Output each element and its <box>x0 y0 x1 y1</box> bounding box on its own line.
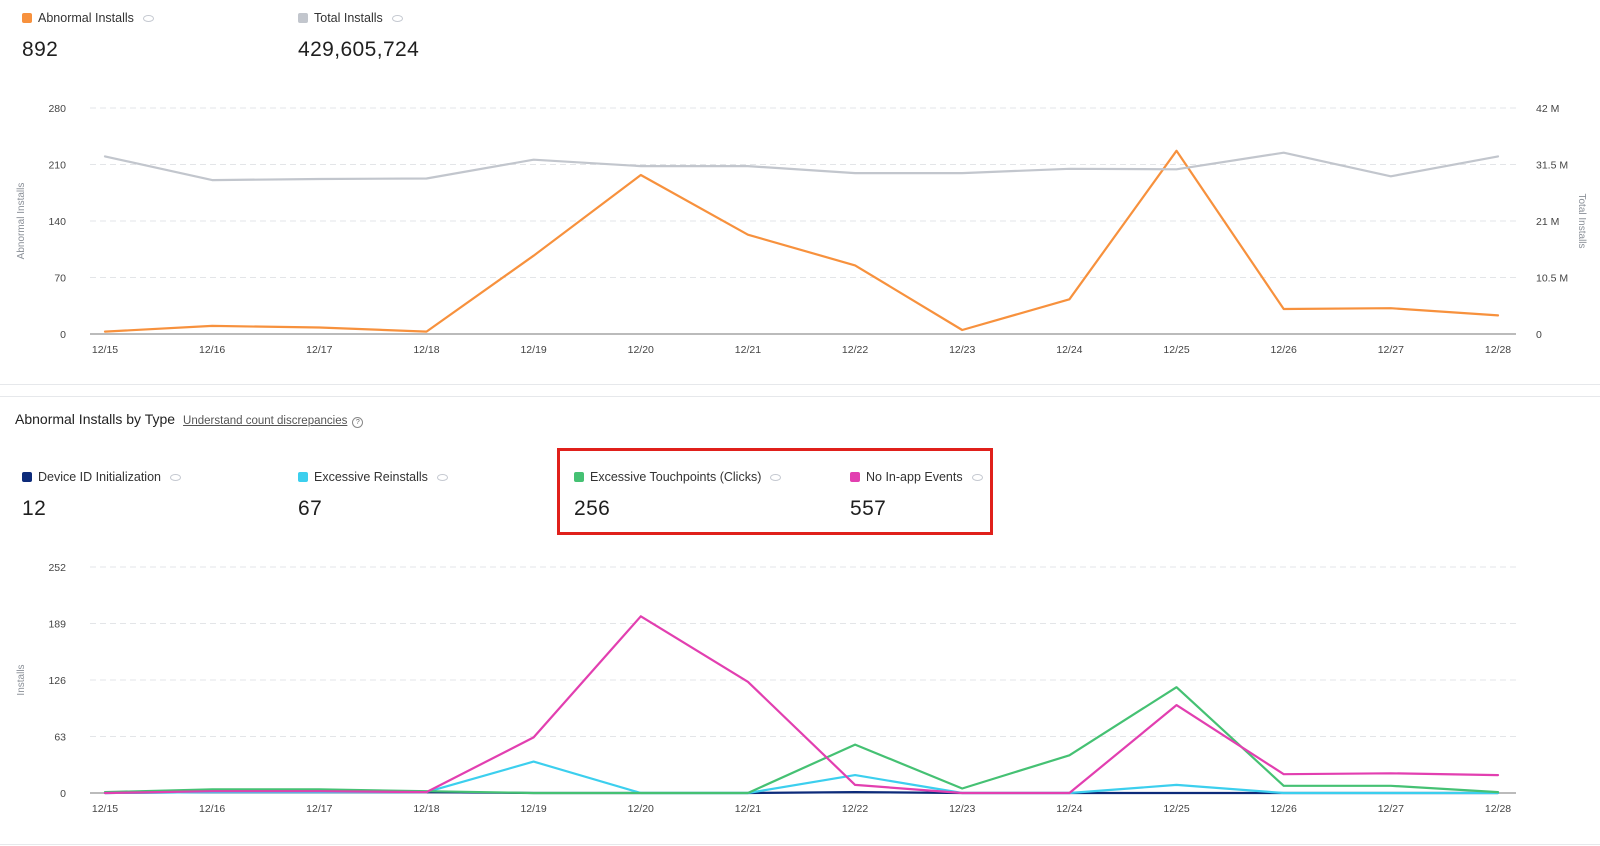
x-tick-label: 12/20 <box>628 344 654 356</box>
metric-no-inapp-events: No In-app Events 557 <box>850 468 983 521</box>
eye-icon[interactable] <box>770 473 782 481</box>
series-line-no-in-app-events <box>103 615 1500 795</box>
legend-device-id[interactable]: Device ID Initialization <box>22 468 181 486</box>
device-id-value: 12 <box>22 497 47 520</box>
y-tick-label: 126 <box>48 675 66 687</box>
y-axis-title: Installs <box>16 664 27 695</box>
legend-abnormal-installs[interactable]: Abnormal Installs <box>22 9 154 27</box>
no-inapp-events-label: No In-app Events <box>866 470 963 484</box>
y2-tick-label: 0 <box>1536 329 1542 341</box>
metric-excessive-reinstalls: Excessive Reinstalls 67 <box>298 468 448 521</box>
metric-abnormal-installs: Abnormal Installs 892 <box>22 9 154 62</box>
x-tick-label: 12/22 <box>842 344 868 356</box>
x-tick-label: 12/21 <box>735 803 761 815</box>
abnormal-installs-value: 892 <box>22 38 59 61</box>
section-divider <box>0 384 1600 385</box>
metric-device-id: Device ID Initialization 12 <box>22 468 181 521</box>
y2-tick-label: 21 M <box>1536 216 1559 228</box>
x-tick-label: 12/19 <box>520 344 546 356</box>
y-tick-label: 70 <box>54 273 66 285</box>
series-line-abnormal-installs <box>103 149 1500 333</box>
metric-excessive-touchpoints: Excessive Touchpoints (Clicks) 256 <box>574 468 782 521</box>
x-tick-label: 12/15 <box>92 803 118 815</box>
series-line-total-installs <box>103 151 1500 182</box>
x-tick-label: 12/15 <box>92 344 118 356</box>
abnormal-installs-label: Abnormal Installs <box>38 11 134 25</box>
x-tick-label: 12/17 <box>306 803 332 815</box>
help-icon[interactable]: ? <box>352 417 364 428</box>
x-tick-label: 12/26 <box>1271 803 1297 815</box>
excessive-touchpoints-swatch <box>574 472 584 482</box>
excessive-touchpoints-value: 256 <box>574 497 611 520</box>
eye-icon[interactable] <box>391 14 403 22</box>
x-tick-label: 12/17 <box>306 344 332 356</box>
eye-icon[interactable] <box>971 473 983 481</box>
bottom-divider <box>0 844 1600 845</box>
y2-tick-label: 42 M <box>1536 103 1559 115</box>
y-axis-title: Abnormal Installs <box>16 183 27 260</box>
excessive-touchpoints-label: Excessive Touchpoints (Clicks) <box>590 470 762 484</box>
eye-icon[interactable] <box>142 14 154 22</box>
no-inapp-events-swatch <box>850 472 860 482</box>
x-tick-label: 12/28 <box>1485 344 1511 356</box>
y-tick-label: 0 <box>60 329 66 341</box>
x-tick-label: 12/22 <box>842 803 868 815</box>
x-tick-label: 12/24 <box>1056 803 1082 815</box>
x-tick-label: 12/25 <box>1163 803 1189 815</box>
x-tick-label: 12/27 <box>1378 803 1404 815</box>
device-id-swatch <box>22 472 32 482</box>
x-tick-label: 12/28 <box>1485 803 1511 815</box>
y2-axis-title: Total Installs <box>1576 193 1587 248</box>
section-header: Abnormal Installs by Type Understand cou… <box>15 411 364 428</box>
legend-excessive-reinstalls[interactable]: Excessive Reinstalls <box>298 468 448 486</box>
abnormal-vs-total-chart: 0 70 140 210 280 0 10.5 M 21 M 31.5 M 42 M Abnorma… <box>16 103 1587 356</box>
x-tick-label: 12/21 <box>735 344 761 356</box>
total-installs-value: 429,605,724 <box>298 38 420 61</box>
x-tick-label: 12/18 <box>413 344 439 356</box>
x-tick-label: 12/27 <box>1378 344 1404 356</box>
x-tick-label: 12/26 <box>1271 344 1297 356</box>
y-tick-label: 63 <box>54 732 66 744</box>
excessive-reinstalls-value: 67 <box>298 497 323 520</box>
total-installs-swatch <box>298 13 308 23</box>
total-installs-label: Total Installs <box>314 11 383 25</box>
legend-total-installs[interactable]: Total Installs <box>298 9 419 27</box>
abnormal-installs-swatch <box>22 13 32 23</box>
device-id-label: Device ID Initialization <box>38 470 161 484</box>
y2-tick-label: 31.5 M <box>1536 160 1568 172</box>
count-discrepancies-link[interactable]: Understand count discrepancies <box>183 415 348 427</box>
x-tick-label: 12/19 <box>520 803 546 815</box>
y2-tick-label: 10.5 M <box>1536 273 1568 285</box>
highlight-box <box>557 448 993 535</box>
excessive-reinstalls-swatch <box>298 472 308 482</box>
eye-icon[interactable] <box>169 473 181 481</box>
x-tick-label: 12/24 <box>1056 344 1082 356</box>
x-tick-label: 12/25 <box>1163 344 1189 356</box>
x-tick-label: 12/23 <box>949 344 975 356</box>
y-tick-label: 252 <box>48 562 66 574</box>
y-tick-label: 0 <box>60 788 66 800</box>
legend-excessive-touchpoints[interactable]: Excessive Touchpoints (Clicks) <box>574 468 782 486</box>
series-line-excessive-reinstalls <box>103 760 1500 795</box>
x-tick-label: 12/16 <box>199 344 225 356</box>
section-divider-2 <box>0 396 1600 397</box>
x-tick-label: 12/20 <box>628 803 654 815</box>
metric-total-installs: Total Installs 429,605,724 <box>298 9 419 62</box>
y-tick-label: 210 <box>48 160 66 172</box>
y-tick-label: 280 <box>48 103 66 115</box>
section-title: Abnormal Installs by Type <box>15 411 176 427</box>
y-tick-label: 189 <box>48 619 66 631</box>
x-tick-label: 12/23 <box>949 803 975 815</box>
x-tick-label: 12/16 <box>199 803 225 815</box>
legend-no-inapp-events[interactable]: No In-app Events <box>850 468 983 486</box>
eye-icon[interactable] <box>436 473 448 481</box>
excessive-reinstalls-label: Excessive Reinstalls <box>314 470 428 484</box>
x-tick-label: 12/18 <box>413 803 439 815</box>
series-line-excessive-touchpoints-clicks <box>103 686 1500 795</box>
no-inapp-events-value: 557 <box>850 497 887 520</box>
y-tick-label: 140 <box>48 216 66 228</box>
